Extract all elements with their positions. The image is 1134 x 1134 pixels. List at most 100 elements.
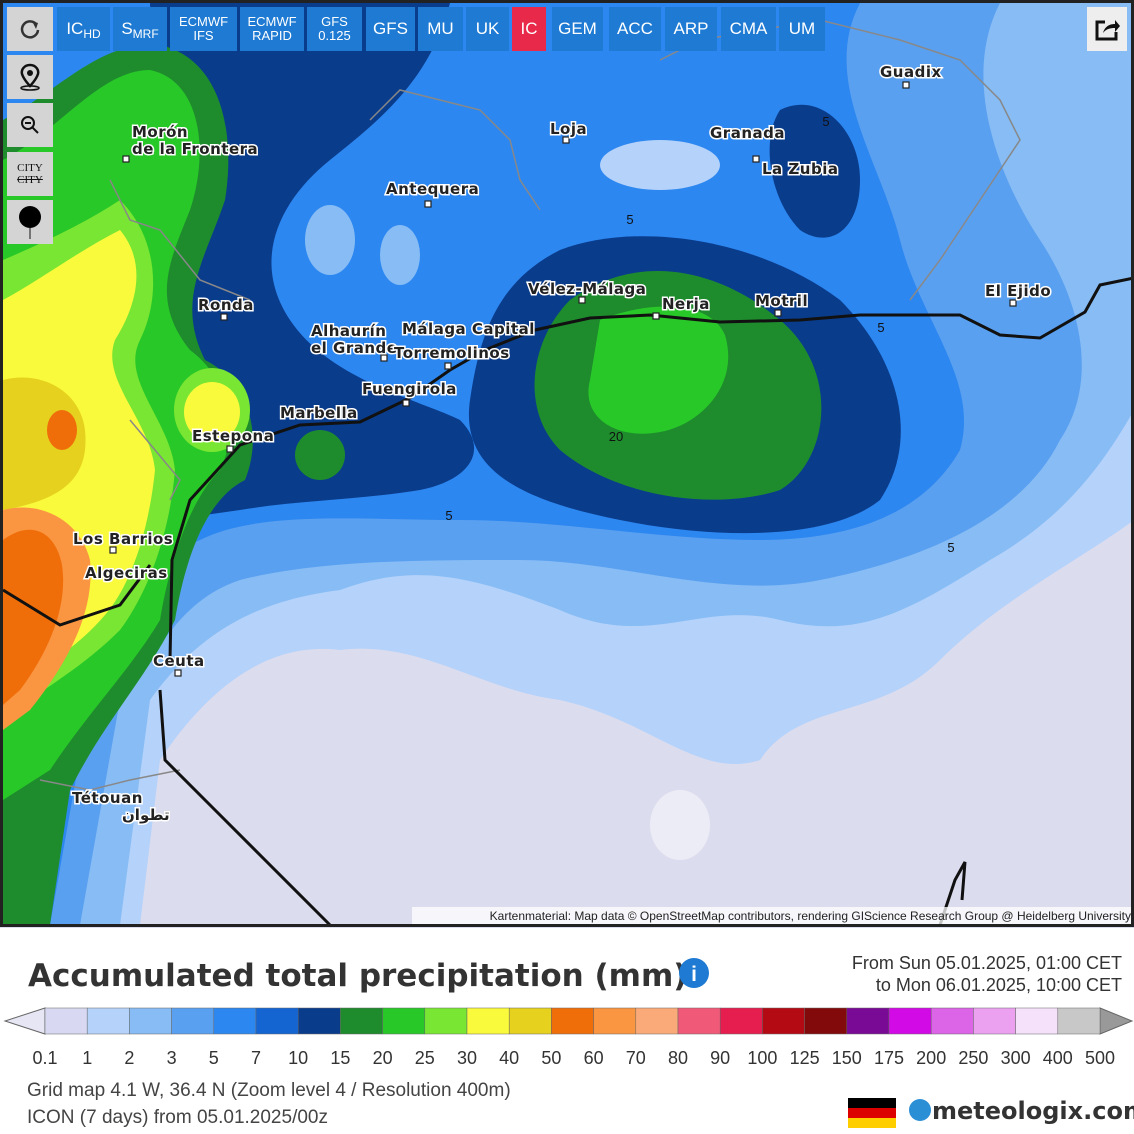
contour-labels: 5 5 5 5 5 20 bbox=[445, 114, 954, 555]
place-label: Granada bbox=[710, 124, 785, 142]
place-marker bbox=[902, 81, 910, 89]
coast-line bbox=[168, 276, 1134, 661]
model-label: ECMWF bbox=[247, 15, 296, 29]
scale-box bbox=[593, 1007, 637, 1035]
city-toggle[interactable]: CITY CITY bbox=[7, 152, 53, 196]
contour-label: 5 bbox=[822, 114, 829, 129]
scale-box bbox=[973, 1007, 1016, 1035]
model-name: GFS bbox=[321, 14, 348, 29]
coast-line bbox=[158, 689, 332, 927]
model-button[interactable]: GFS bbox=[366, 7, 415, 51]
place-label: Ronda bbox=[198, 296, 254, 314]
zoom-button[interactable] bbox=[7, 103, 53, 147]
scale-box bbox=[44, 1007, 88, 1035]
model-button[interactable]: UK bbox=[466, 7, 509, 51]
place-label: Loja bbox=[550, 120, 587, 138]
place-label: Vélez-Málaga bbox=[528, 280, 646, 298]
place-label: de la Frontera bbox=[132, 140, 258, 158]
coast-line bbox=[938, 861, 967, 926]
model-line2: IFS bbox=[193, 28, 214, 43]
scale-label: 70 bbox=[626, 1048, 646, 1068]
model-label: ECMWF bbox=[179, 15, 228, 29]
scale-box bbox=[255, 1007, 299, 1035]
location-button[interactable] bbox=[7, 55, 53, 99]
contour-label: 5 bbox=[877, 320, 884, 335]
map-frame bbox=[0, 0, 1134, 927]
scale-label: 100 bbox=[747, 1048, 777, 1068]
model-button[interactable]: ICHD bbox=[57, 7, 110, 51]
info-icon: i bbox=[691, 963, 697, 986]
scale-label: 175 bbox=[874, 1048, 904, 1068]
model-label: ACC bbox=[617, 20, 653, 37]
model-button[interactable]: GEM bbox=[552, 7, 603, 51]
precip-area bbox=[588, 306, 729, 434]
scale-label: 50 bbox=[541, 1048, 561, 1068]
model-line2: 0.125 bbox=[318, 28, 351, 43]
place-label: Ceuta bbox=[153, 652, 205, 670]
place-marker bbox=[774, 309, 782, 317]
contour-label: 20 bbox=[609, 429, 623, 444]
scale-box bbox=[1057, 1007, 1101, 1035]
scale-label: 125 bbox=[790, 1048, 820, 1068]
precip-area bbox=[600, 140, 720, 190]
scale-label: 3 bbox=[167, 1048, 177, 1068]
place-marker bbox=[578, 296, 586, 304]
refresh-button[interactable] bbox=[7, 7, 53, 51]
flag-stripe bbox=[848, 1098, 896, 1108]
scale-box bbox=[86, 1007, 130, 1035]
legend-panel: Accumulated total precipitation (mm) i F… bbox=[3, 953, 1134, 1128]
model-button[interactable]: ECMWF IFS bbox=[170, 7, 237, 51]
flag-stripe bbox=[848, 1108, 896, 1118]
scale-box bbox=[1015, 1007, 1059, 1035]
precip-area bbox=[184, 382, 240, 442]
coastline bbox=[2, 276, 1134, 927]
scale-box bbox=[551, 1007, 594, 1035]
model-button[interactable]: GFS 0.125 bbox=[307, 7, 362, 51]
place-marker bbox=[380, 354, 388, 362]
model-button[interactable]: ECMWF RAPID bbox=[240, 7, 304, 51]
info-button[interactable] bbox=[679, 958, 709, 988]
contour-label: 5 bbox=[626, 212, 633, 227]
model-name: GEM bbox=[558, 19, 597, 38]
scale-box bbox=[171, 1007, 215, 1035]
zoom-icon bbox=[21, 116, 39, 134]
place-label: Morón bbox=[132, 123, 188, 141]
city-label: CITY bbox=[17, 174, 43, 186]
share-button[interactable] bbox=[1087, 7, 1127, 51]
scale-box bbox=[762, 1007, 805, 1035]
model-name: IC bbox=[66, 19, 84, 38]
border bbox=[109, 179, 251, 301]
model-button[interactable]: MU bbox=[418, 7, 463, 51]
model-button[interactable]: ACC bbox=[609, 7, 661, 51]
place-marker bbox=[444, 362, 452, 370]
scale-box bbox=[635, 1007, 679, 1035]
coast-line bbox=[2, 564, 152, 627]
scale-label: 10 bbox=[288, 1048, 308, 1068]
model-button[interactable]: ARP bbox=[665, 7, 717, 51]
model-label: ARP bbox=[674, 20, 709, 37]
scale-label: 2 bbox=[124, 1048, 134, 1068]
border bbox=[369, 89, 541, 211]
place-marker bbox=[752, 155, 760, 163]
scale-label: 80 bbox=[668, 1048, 688, 1068]
model-name: MU bbox=[427, 19, 454, 38]
scale-box bbox=[340, 1007, 383, 1035]
scale-box bbox=[804, 1007, 848, 1035]
place-label: تطوان bbox=[122, 806, 170, 824]
scale-label: 250 bbox=[958, 1048, 988, 1068]
model-button[interactable]: CMA bbox=[721, 7, 776, 51]
model-button[interactable]: UM bbox=[779, 7, 825, 51]
precip-area bbox=[47, 410, 77, 450]
period-to: to Mon 06.01.2025, 10:00 CET bbox=[876, 975, 1122, 995]
scale-box bbox=[719, 1007, 763, 1035]
scale-label: 400 bbox=[1043, 1048, 1073, 1068]
model-button[interactable]: IC bbox=[512, 7, 546, 51]
model-button[interactable]: SMRF bbox=[113, 7, 167, 51]
model-name: S bbox=[121, 19, 133, 38]
model-label: MU bbox=[427, 19, 454, 38]
model-label: GEM bbox=[558, 19, 597, 38]
brand[interactable]: meteologix.com bbox=[932, 1097, 1134, 1125]
marker-button[interactable] bbox=[7, 200, 53, 244]
